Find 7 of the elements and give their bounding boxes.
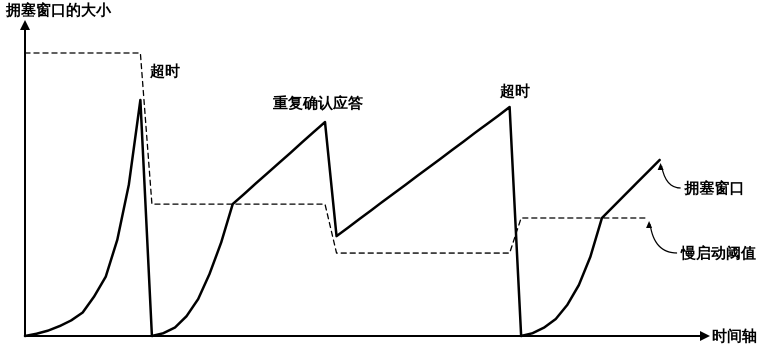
annotation: 超时 xyxy=(149,62,180,80)
text: 拥塞窗口 xyxy=(684,178,745,197)
x-axis-title: 时间轴 xyxy=(712,327,757,345)
text: 慢启动阈值 xyxy=(680,244,756,262)
y-axis-title: 拥塞窗口的大小 xyxy=(5,1,112,19)
annotation: 超时 xyxy=(499,82,530,100)
annotation: 重复确认应答 xyxy=(272,94,363,112)
